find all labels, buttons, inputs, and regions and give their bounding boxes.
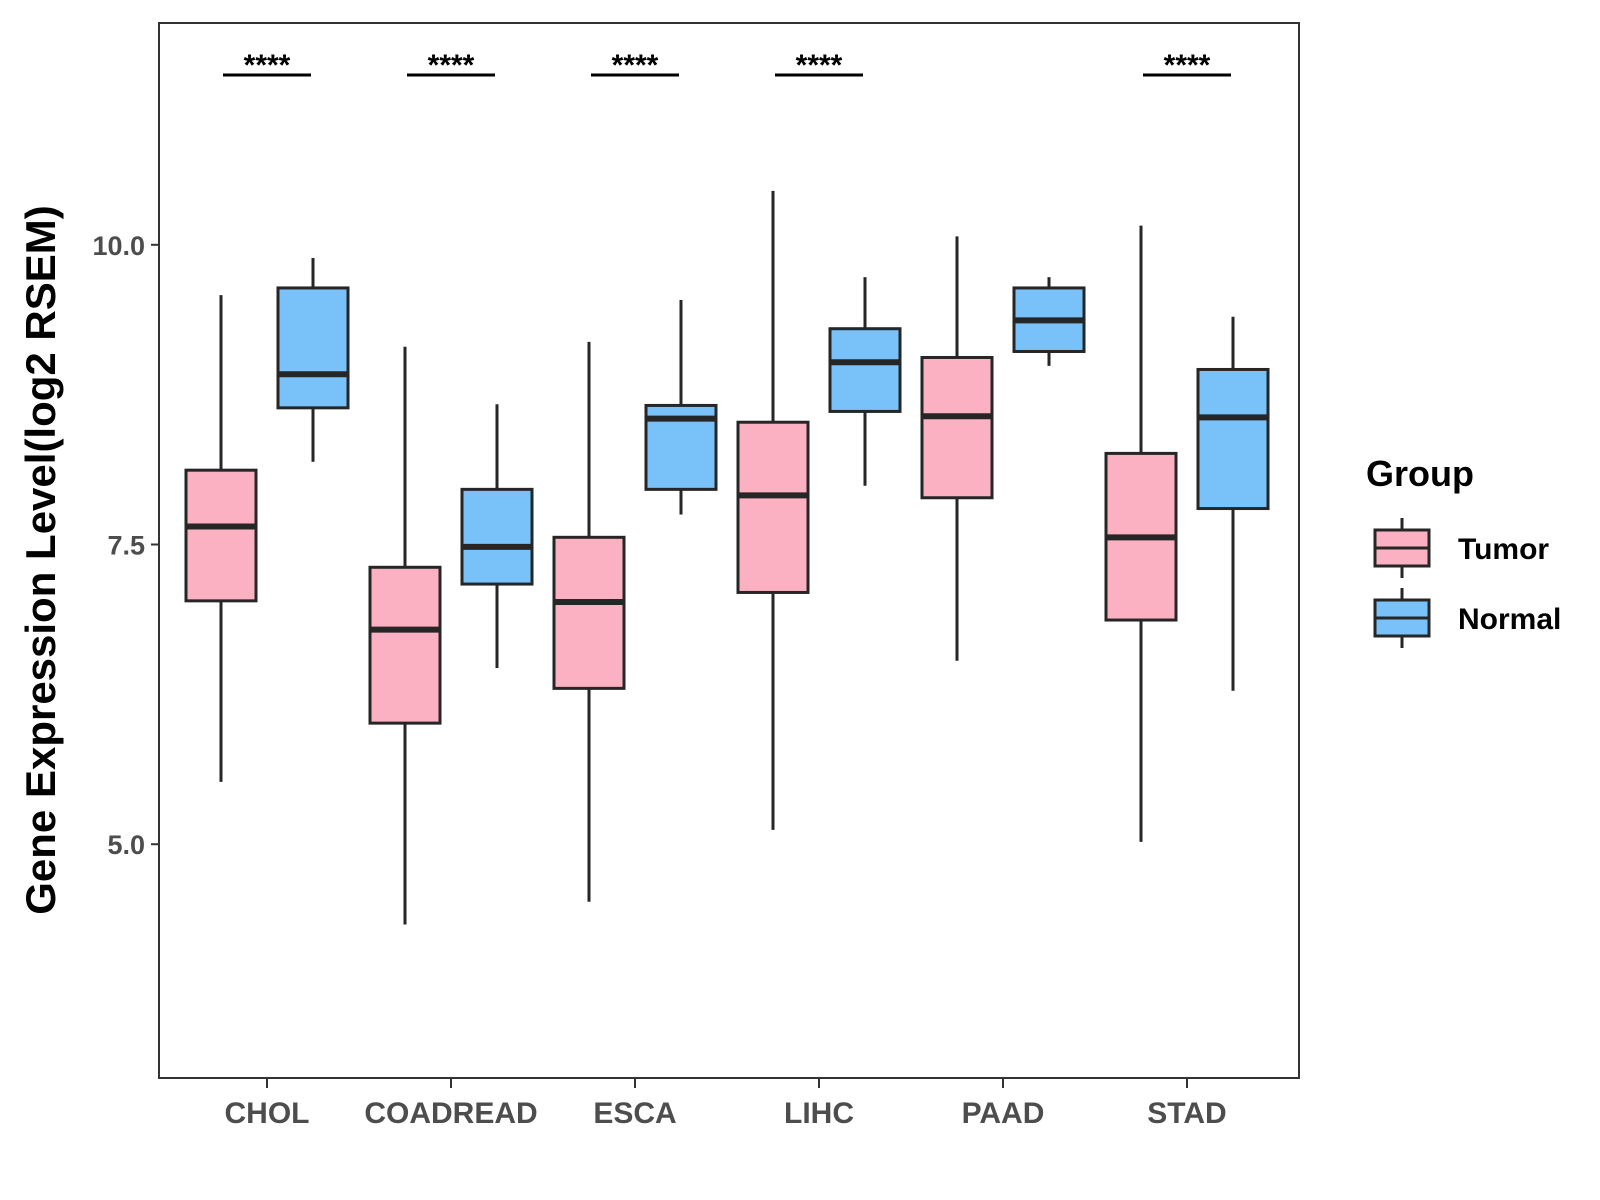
x-tick-label-coadread: COADREAD: [364, 1097, 537, 1130]
box-iqr: [1196, 367, 1270, 511]
x-tick-label-esca: ESCA: [593, 1097, 676, 1130]
box-normal-chol: [276, 257, 350, 462]
legend: Group Tumor Normal: [1366, 453, 1561, 648]
box-iqr: [368, 565, 442, 725]
box-tumor-chol: [184, 295, 258, 782]
box-normal-stad: [1196, 316, 1270, 691]
y-tick-label: 7.5: [107, 531, 145, 561]
significance-label: ****: [428, 49, 475, 82]
significance-label: ****: [244, 49, 291, 82]
x-tick-label-paad: PAAD: [962, 1097, 1045, 1130]
significance-label: ****: [612, 49, 659, 82]
box-iqr: [184, 468, 258, 603]
box-tumor-esca: [552, 341, 626, 902]
box-normal-lihc: [828, 277, 902, 486]
box-tumor-stad: [1104, 225, 1178, 842]
x-tick-label-chol: CHOL: [225, 1097, 310, 1130]
y-tick-label: 10.0: [92, 231, 145, 261]
box-tumor-coadread: [368, 346, 442, 925]
box-iqr: [552, 535, 626, 690]
significance-stad: ****: [1143, 49, 1231, 82]
legend-label: Tumor: [1458, 533, 1549, 566]
box-normal-esca: [644, 299, 718, 515]
significance-label: ****: [796, 49, 843, 82]
box-tumor-paad: [920, 236, 994, 661]
box-iqr: [828, 327, 902, 413]
legend-label: Normal: [1458, 603, 1561, 636]
legend-title: Group: [1366, 453, 1474, 494]
significance-esca: ****: [591, 49, 679, 82]
significance-lihc: ****: [775, 49, 863, 82]
significance-label: ****: [1164, 49, 1211, 82]
box-iqr: [460, 487, 534, 586]
legend-item-normal: Normal: [1373, 588, 1561, 648]
legend-item-tumor: Tumor: [1373, 518, 1549, 578]
box-iqr: [920, 355, 994, 500]
box-tumor-lihc: [736, 190, 810, 830]
y-axis-title: Gene Expression Level(log2 RSEM): [17, 205, 64, 915]
x-tick-label-stad: STAD: [1147, 1097, 1226, 1130]
significance-chol: ****: [223, 49, 311, 82]
significance-coadread: ****: [407, 49, 495, 82]
box-iqr: [736, 420, 810, 594]
box-iqr: [276, 286, 350, 410]
box-normal-coadread: [460, 404, 534, 668]
x-tick-label-lihc: LIHC: [784, 1097, 854, 1130]
y-tick-label: 5.0: [107, 830, 145, 860]
box-normal-paad: [1012, 277, 1086, 366]
